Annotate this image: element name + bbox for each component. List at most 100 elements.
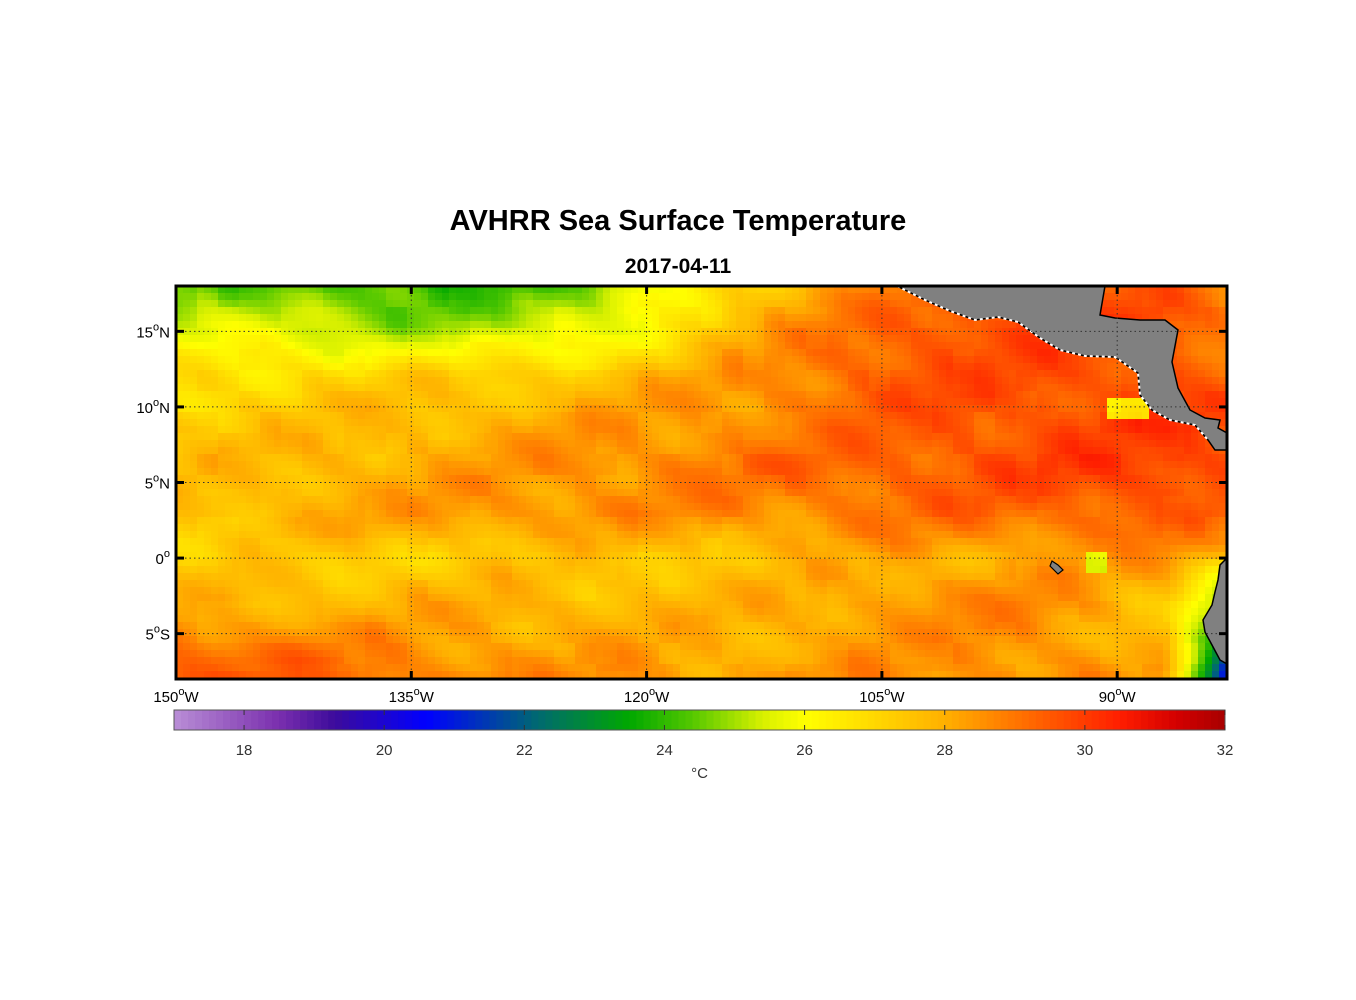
sst-cell (365, 293, 373, 301)
sst-cell (918, 363, 926, 371)
sst-cell (1023, 496, 1031, 504)
sst-cell (1044, 496, 1052, 504)
sst-cell (918, 412, 926, 420)
sst-cell (960, 503, 968, 511)
sst-cell (316, 391, 324, 399)
sst-cell (932, 377, 940, 385)
sst-cell (1100, 363, 1108, 371)
sst-cell (1121, 461, 1129, 469)
sst-cell (967, 363, 975, 371)
sst-cell (344, 433, 352, 441)
sst-cell (1177, 377, 1185, 385)
sst-cell (645, 496, 653, 504)
sst-cell (358, 503, 366, 511)
sst-cell (680, 426, 688, 434)
sst-cell (939, 440, 947, 448)
sst-cell (232, 517, 240, 525)
sst-cell (204, 412, 212, 420)
sst-cell (645, 307, 653, 315)
sst-cell (827, 398, 835, 406)
sst-cell (337, 307, 345, 315)
sst-cell (463, 349, 471, 357)
sst-cell (386, 321, 394, 329)
sst-cell (967, 461, 975, 469)
sst-cell (1191, 475, 1199, 483)
sst-cell (911, 300, 919, 308)
sst-cell (1065, 426, 1073, 434)
sst-cell (358, 300, 366, 308)
sst-cell (1163, 447, 1171, 455)
sst-cell (652, 433, 660, 441)
sst-cell (526, 321, 534, 329)
sst-cell (260, 314, 268, 322)
sst-cell (547, 286, 555, 294)
sst-cell (1184, 468, 1192, 476)
sst-cell (1114, 510, 1122, 518)
sst-cell (883, 307, 891, 315)
sst-cell (414, 454, 422, 462)
sst-cell (239, 454, 247, 462)
sst-cell (848, 510, 856, 518)
sst-cell (372, 314, 380, 322)
sst-cell (680, 447, 688, 455)
sst-cell (498, 510, 506, 518)
sst-cell (603, 419, 611, 427)
sst-cell (729, 447, 737, 455)
sst-cell (932, 461, 940, 469)
sst-cell (442, 412, 450, 420)
sst-cell (1212, 412, 1220, 420)
sst-cell (813, 426, 821, 434)
sst-cell (491, 496, 499, 504)
sst-cell (981, 342, 989, 350)
sst-cell (414, 300, 422, 308)
sst-cell (771, 391, 779, 399)
sst-cell (414, 510, 422, 518)
sst-cell (505, 286, 513, 294)
sst-cell (680, 356, 688, 364)
sst-cell (295, 356, 303, 364)
sst-cell (351, 475, 359, 483)
sst-cell (729, 321, 737, 329)
sst-cell (904, 510, 912, 518)
sst-cell (862, 293, 870, 301)
sst-cell (834, 475, 842, 483)
sst-cell (218, 286, 226, 294)
sst-cell (652, 328, 660, 336)
sst-cell (631, 342, 639, 350)
sst-cell (309, 419, 317, 427)
sst-cell (834, 426, 842, 434)
sst-cell (449, 384, 457, 392)
sst-cell (358, 349, 366, 357)
sst-cell (365, 405, 373, 413)
sst-cell (1170, 489, 1178, 497)
sst-cell (463, 496, 471, 504)
sst-cell (813, 286, 821, 294)
sst-cell (498, 482, 506, 490)
sst-cell (855, 384, 863, 392)
sst-cell (190, 370, 198, 378)
sst-cell (701, 342, 709, 350)
sst-cell (512, 370, 520, 378)
sst-cell (428, 370, 436, 378)
sst-cell (855, 419, 863, 427)
sst-cell (687, 398, 695, 406)
sst-cell (323, 405, 331, 413)
sst-cell (253, 398, 261, 406)
sst-cell (1177, 307, 1185, 315)
sst-cell (750, 307, 758, 315)
sst-cell (1205, 356, 1213, 364)
sst-cell (827, 377, 835, 385)
sst-cell (834, 482, 842, 490)
sst-cell (470, 426, 478, 434)
sst-cell (1002, 405, 1010, 413)
sst-cell (1079, 384, 1087, 392)
sst-cell (211, 328, 219, 336)
sst-cell (351, 510, 359, 518)
sst-cell (470, 503, 478, 511)
sst-cell (687, 349, 695, 357)
sst-cell (603, 307, 611, 315)
sst-cell (624, 321, 632, 329)
sst-cell (491, 510, 499, 518)
sst-cell (246, 447, 254, 455)
sst-cell (932, 335, 940, 343)
